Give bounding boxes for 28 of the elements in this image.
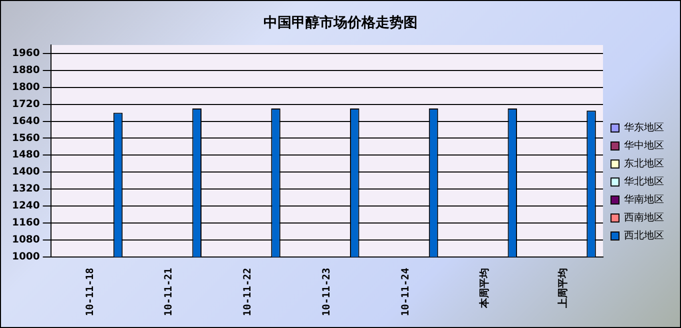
y-tick-label: 1800	[12, 82, 40, 93]
x-tick-label: 10-11-18	[84, 268, 96, 316]
y-tick-label: 1000	[12, 251, 40, 262]
x-tick-label: 上周平均	[557, 268, 570, 309]
y-tick-label: 1880	[12, 65, 40, 76]
x-tick-label: 本周平均	[478, 268, 490, 309]
x-tick-label: 10-11-24	[400, 268, 412, 316]
chart-title: 中国甲醇市场价格走势图	[262, 14, 418, 32]
legend-label: 东北地区	[624, 158, 664, 170]
y-tick-label: 1640	[12, 116, 40, 127]
y-tick-label: 1080	[12, 234, 40, 246]
y-tick-label: 1480	[12, 150, 40, 161]
legend-label: 西北地区	[624, 230, 664, 242]
y-tick-label: 1400	[12, 166, 40, 178]
y-tick-label: 1560	[12, 132, 40, 144]
legend-label: 华北地区	[624, 176, 664, 188]
legend-label: 西南地区	[624, 212, 664, 224]
y-tick-label: 1960	[12, 48, 40, 60]
x-tick-label: 10-11-22	[242, 268, 254, 316]
x-tick-label: 10-11-23	[322, 268, 333, 316]
legend-label: 华中地区	[624, 140, 664, 152]
y-tick-label: 1240	[12, 200, 40, 212]
y-tick-label: 1720	[12, 98, 40, 110]
y-tick-label: 1160	[12, 218, 40, 229]
y-tick-label: 1320	[12, 184, 40, 195]
x-tick-label: 10-11-21	[164, 268, 175, 316]
legend-label: 华东地区	[624, 122, 664, 134]
legend-label: 华南地区	[624, 194, 664, 206]
